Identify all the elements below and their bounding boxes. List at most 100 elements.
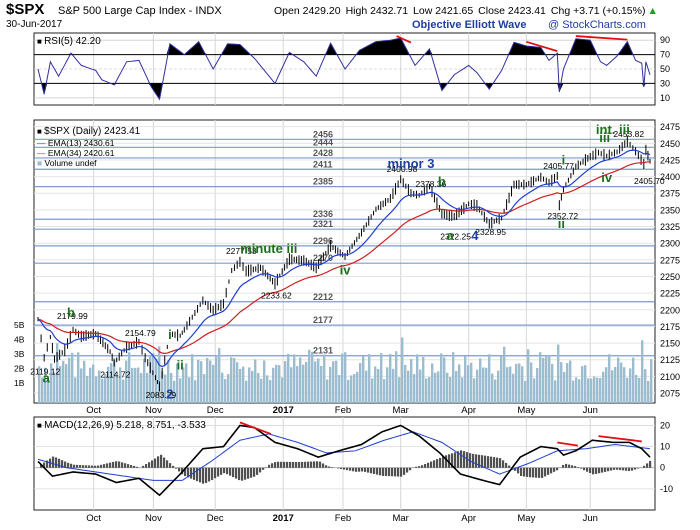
volume-bar xyxy=(365,370,368,403)
volume-bar xyxy=(383,379,386,403)
macd-histogram-bar xyxy=(556,467,559,471)
macd-histogram-bar xyxy=(397,467,400,477)
volume-bar xyxy=(263,360,266,403)
volume-bar xyxy=(599,377,602,403)
volume-bar xyxy=(602,371,605,403)
volume-bar xyxy=(470,362,473,403)
symbol-title: $SPX xyxy=(6,1,44,18)
volume-bar xyxy=(143,358,146,403)
volume-bar xyxy=(389,353,392,403)
price-y-tick: 2475 xyxy=(660,122,680,132)
volume-bar xyxy=(623,367,626,403)
volume-bar xyxy=(515,363,518,403)
volume-bar xyxy=(473,378,476,403)
volume-bar xyxy=(434,372,437,403)
volume-bar xyxy=(593,376,596,403)
macd-y-tick: 0 xyxy=(660,463,665,473)
macd-histogram-bar xyxy=(202,467,205,484)
macd-histogram-bar xyxy=(406,467,409,473)
macd-histogram-bar xyxy=(160,454,163,468)
macd-histogram-bar xyxy=(148,462,151,468)
macd-histogram-bar xyxy=(538,467,541,478)
macd-histogram-bar xyxy=(208,467,211,482)
wave-label: int. iii xyxy=(596,122,630,137)
macd-histogram-bar xyxy=(565,463,568,468)
volume-bar xyxy=(239,368,242,403)
macd-histogram-bar xyxy=(67,462,70,468)
macd-histogram-bar xyxy=(379,467,382,476)
volume-bar xyxy=(404,364,407,403)
macd-histogram-bar xyxy=(529,467,532,478)
wave-label: b xyxy=(67,305,75,320)
macd-histogram-bar xyxy=(292,461,295,468)
macd-histogram-bar xyxy=(451,453,454,468)
macd-histogram-bar xyxy=(244,467,247,480)
volume-bar xyxy=(359,363,362,403)
macd-histogram-bar xyxy=(85,465,88,468)
macd-histogram-bar xyxy=(175,467,178,469)
volume-bar xyxy=(452,352,455,403)
volume-bar xyxy=(308,349,311,403)
macd-histogram-bar xyxy=(577,467,580,468)
wave-label: i xyxy=(168,327,172,342)
macd-histogram-bar xyxy=(505,462,508,468)
wave-label: 2 xyxy=(166,386,173,401)
volume-bar xyxy=(569,360,572,403)
macd-histogram-bar xyxy=(298,462,301,468)
volume-bar xyxy=(269,380,272,403)
volume-bar xyxy=(281,377,284,403)
macd-histogram-bar xyxy=(376,467,379,475)
volume-bar xyxy=(518,363,521,403)
volume-bar xyxy=(80,368,83,403)
macd-histogram-bar xyxy=(514,467,517,471)
price-title: ■ $SPX (Daily) 2423.41 xyxy=(37,126,141,137)
volume-bar xyxy=(440,353,443,403)
volume-bar xyxy=(107,366,110,403)
price-x-tick: Apr xyxy=(461,405,476,416)
volume-bar xyxy=(377,368,380,403)
macd-histogram-bar xyxy=(625,467,628,471)
credit-label: Objective Elliott Wave xyxy=(412,19,527,31)
volume-bar xyxy=(494,379,497,403)
volume-bar xyxy=(407,370,410,403)
volume-bar xyxy=(413,374,416,403)
macd-histogram-bar xyxy=(517,467,520,474)
macd-histogram-bar xyxy=(280,461,283,468)
macd-histogram-bar xyxy=(70,463,73,468)
macd-histogram-bar xyxy=(544,467,547,477)
macd-histogram-bar xyxy=(643,465,646,468)
volume-bar xyxy=(158,346,161,403)
rsi-y-tick: 70 xyxy=(660,50,670,60)
volume-bar xyxy=(410,359,413,403)
volume-bar xyxy=(287,353,290,403)
macd-histogram-bar xyxy=(118,461,121,468)
volume-bar xyxy=(641,340,644,403)
volume-bar xyxy=(284,361,287,403)
volume-bar xyxy=(83,360,86,403)
price-y-tick: 2075 xyxy=(660,389,680,399)
volume-bar xyxy=(104,373,107,403)
macd-histogram-bar xyxy=(475,454,478,468)
volume-bar xyxy=(566,363,569,403)
macd-histogram-bar xyxy=(301,461,304,468)
volume-bar xyxy=(77,352,80,403)
volume-bar xyxy=(275,364,278,403)
macd-histogram-bar xyxy=(121,462,124,468)
volume-bar xyxy=(353,374,356,403)
volume-bar xyxy=(398,377,401,403)
volume-bar xyxy=(194,380,197,403)
macd-histogram-bar xyxy=(619,467,622,471)
volume-bar xyxy=(503,346,506,403)
volume-bar xyxy=(542,357,545,403)
volume-bar xyxy=(185,363,188,403)
volume-bar xyxy=(152,353,155,403)
volume-bar xyxy=(446,372,449,403)
macd-histogram-bar xyxy=(532,467,535,478)
volume-bar xyxy=(176,363,179,403)
volume-bar xyxy=(419,369,422,403)
volume-bar xyxy=(461,377,464,403)
volume-bar xyxy=(155,358,158,403)
macd-histogram-bar xyxy=(229,467,232,476)
macd-histogram-bar xyxy=(187,467,190,478)
macd-histogram-bar xyxy=(94,465,97,468)
